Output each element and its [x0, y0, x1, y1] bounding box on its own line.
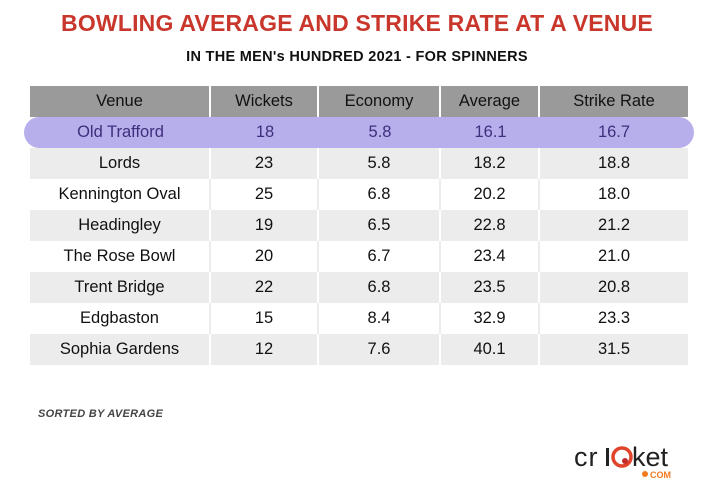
table-row: Trent Bridge 22 6.8 23.5 20.8	[30, 272, 688, 303]
cricket-com-logo: cr ket COM	[572, 440, 692, 480]
table-cell: 32.9	[441, 303, 540, 334]
table-cell: 12	[211, 334, 319, 365]
table-cell: 5.8	[319, 148, 441, 179]
table-cell: Lords	[30, 148, 211, 179]
sort-note: SORTED BY AVERAGE	[38, 408, 164, 420]
table-cell: 18.0	[597, 185, 631, 203]
table-cell: 18	[255, 123, 275, 141]
table-cell: 23.5	[441, 272, 540, 303]
table-cell: 18.8	[597, 154, 631, 172]
table-cell: 21.2	[597, 216, 631, 234]
table-cell: 18.2	[441, 148, 540, 179]
table-cell: 20	[211, 241, 319, 272]
table-row: Headingley 19 6.5 22.8 21.2	[30, 210, 688, 241]
table-cell: 22	[211, 272, 319, 303]
table-cell: 6.7	[319, 241, 441, 272]
svg-text:COM: COM	[650, 470, 671, 480]
column-header: Strike Rate	[573, 92, 655, 110]
table-cell: 20.2	[441, 179, 540, 210]
table-header: Venue Wickets Economy Average Strike Rate	[30, 86, 688, 117]
table-cell: 40.1	[441, 334, 540, 365]
table-cell: 23.3	[597, 309, 631, 327]
table-cell: 31.5	[597, 340, 631, 358]
table-cell: 16.1	[474, 123, 507, 141]
table-cell: 16.7	[597, 123, 631, 141]
table-cell: 15	[211, 303, 319, 334]
column-header: Wickets	[211, 86, 319, 117]
table-cell: Sophia Gardens	[30, 334, 211, 365]
table-row-highlighted: Old Trafford 18 5.8 16.1 16.7	[24, 117, 694, 148]
table-cell: 20.8	[597, 278, 631, 296]
table-cell: Edgbaston	[30, 303, 211, 334]
svg-text:cr: cr	[574, 442, 599, 472]
table-cell: 23.4	[441, 241, 540, 272]
table-cell: The Rose Bowl	[30, 241, 211, 272]
table-cell: 8.4	[319, 303, 441, 334]
chart-subtitle: IN THE MEN's HUNDRED 2021 - FOR SPINNERS	[186, 49, 528, 65]
table-row: Lords 23 5.8 18.2 18.8	[30, 148, 688, 179]
table-cell: Trent Bridge	[30, 272, 211, 303]
table-cell: 6.8	[319, 179, 441, 210]
table-cell: 7.6	[319, 334, 441, 365]
stats-table: Venue Wickets Economy Average Strike Rate Old…	[24, 86, 694, 365]
table-cell: Kennington Oval	[30, 179, 211, 210]
table-row: Edgbaston 15 8.4 32.9 23.3	[30, 303, 688, 334]
table-cell: 19	[211, 210, 319, 241]
column-header: Average	[441, 86, 540, 117]
svg-text:ket: ket	[632, 442, 669, 472]
table-cell: Headingley	[30, 210, 211, 241]
chart-title: BOWLING AVERAGE AND STRIKE RATE AT A VEN…	[61, 10, 653, 36]
table-cell: 5.8	[368, 123, 392, 141]
table-cell: 6.8	[319, 272, 441, 303]
table-cell: 23	[211, 148, 319, 179]
table-cell: Old Trafford	[77, 123, 164, 141]
column-header: Venue	[30, 86, 211, 117]
table-row: Sophia Gardens 12 7.6 40.1 31.5	[30, 334, 688, 365]
table-cell: 6.5	[319, 210, 441, 241]
table-cell: 21.0	[597, 247, 631, 265]
column-header: Economy	[319, 86, 441, 117]
table-cell: 25	[211, 179, 319, 210]
table-row: The Rose Bowl 20 6.7 23.4 21.0	[30, 241, 688, 272]
table-row: Kennington Oval 25 6.8 20.2 18.0	[30, 179, 688, 210]
table-cell: 22.8	[441, 210, 540, 241]
